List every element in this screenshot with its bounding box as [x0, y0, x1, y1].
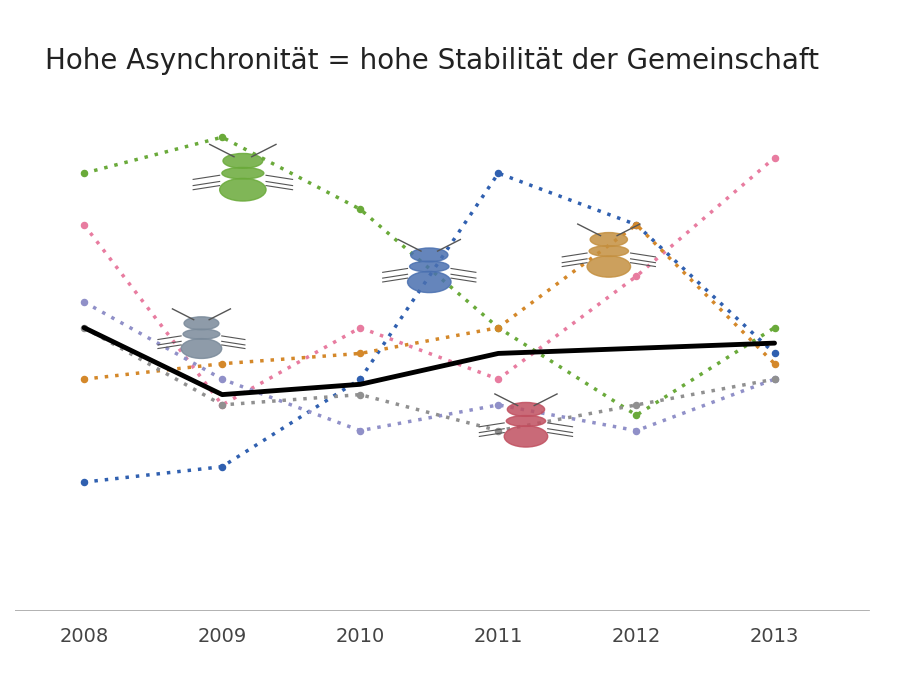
Circle shape	[590, 233, 627, 246]
Circle shape	[508, 402, 544, 416]
Ellipse shape	[181, 339, 221, 358]
Ellipse shape	[504, 426, 548, 447]
Ellipse shape	[408, 271, 451, 292]
Ellipse shape	[590, 246, 628, 256]
Text: Hohe Asynchronität = hohe Stabilität der Gemeinschaft: Hohe Asynchronität = hohe Stabilität der…	[45, 47, 819, 75]
Ellipse shape	[222, 167, 264, 179]
Ellipse shape	[507, 416, 545, 427]
Ellipse shape	[183, 329, 220, 339]
Ellipse shape	[587, 256, 631, 277]
Circle shape	[410, 248, 448, 262]
Circle shape	[223, 153, 263, 168]
Ellipse shape	[220, 178, 266, 201]
Ellipse shape	[410, 261, 449, 272]
Circle shape	[184, 317, 219, 330]
